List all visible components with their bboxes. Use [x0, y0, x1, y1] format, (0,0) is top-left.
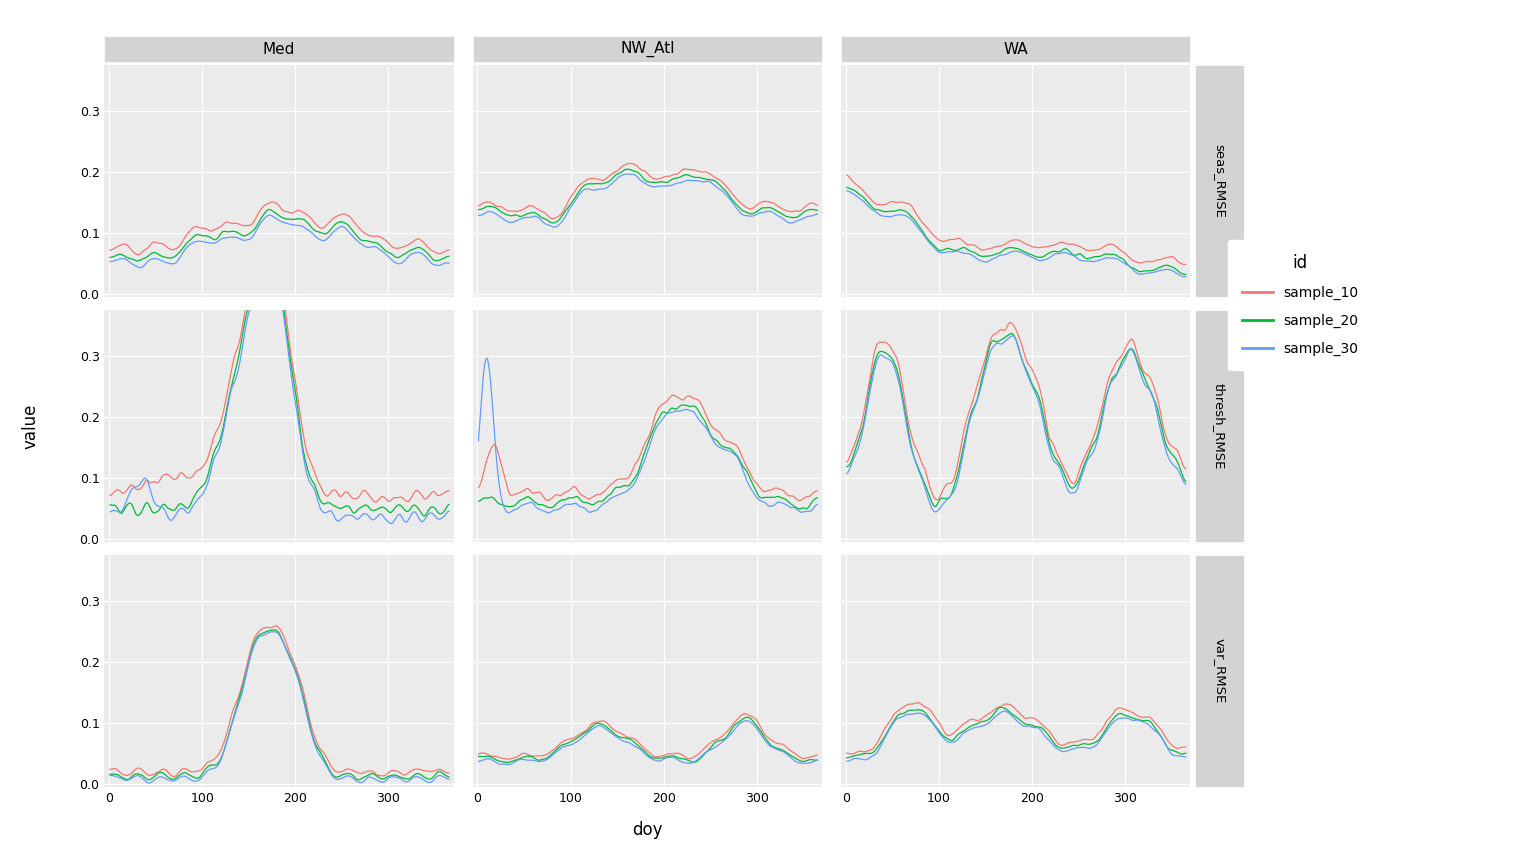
- Text: value: value: [22, 403, 40, 449]
- Text: var_RMSE: var_RMSE: [1213, 638, 1226, 703]
- Text: NW_Atl: NW_Atl: [621, 42, 674, 57]
- Legend: sample_10, sample_20, sample_30: sample_10, sample_20, sample_30: [1229, 240, 1373, 370]
- Text: thresh_RMSE: thresh_RMSE: [1213, 383, 1226, 469]
- Text: doy: doy: [633, 821, 662, 839]
- Text: Med: Med: [263, 42, 295, 57]
- Text: WA: WA: [1003, 42, 1028, 57]
- Text: seas_RMSE: seas_RMSE: [1213, 144, 1226, 218]
